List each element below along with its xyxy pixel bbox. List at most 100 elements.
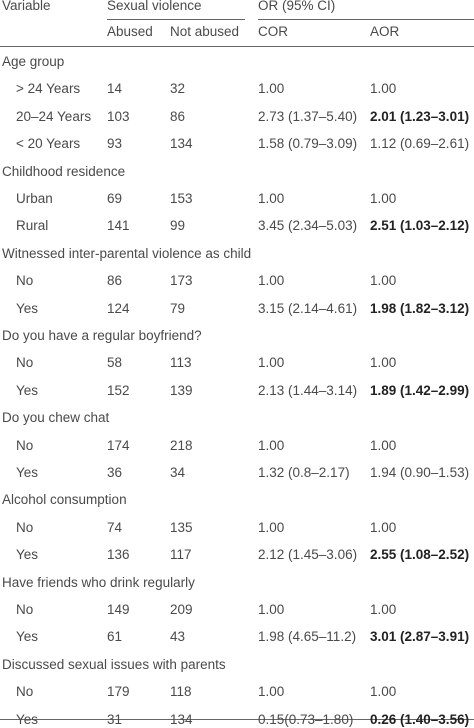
cell: 3.45 (2.34–5.03) bbox=[258, 218, 358, 234]
column-header: AOR bbox=[370, 24, 400, 39]
row-label: Yes bbox=[16, 711, 39, 727]
row-label: No bbox=[16, 355, 34, 371]
cell: 14 bbox=[107, 81, 123, 97]
cell: 79 bbox=[170, 300, 186, 316]
group-label: Childhood residence bbox=[2, 163, 126, 179]
group-label: Have friends who drink regularly bbox=[2, 574, 195, 590]
row-label: Rural bbox=[16, 218, 49, 234]
cell: 1.58 (0.79–3.09) bbox=[258, 136, 358, 152]
row-label: < 20 Years bbox=[16, 136, 81, 152]
cell: 135 bbox=[170, 519, 193, 535]
column-header: COR bbox=[258, 24, 288, 39]
cell: 1.00 bbox=[370, 437, 397, 453]
cell: 1.32 (0.8–2.17) bbox=[258, 465, 350, 480]
cell: 74 bbox=[107, 519, 123, 535]
header-rule bbox=[0, 46, 474, 47]
cell: 1.00 bbox=[370, 81, 397, 97]
row-label: Yes bbox=[16, 465, 39, 480]
header-rule bbox=[258, 19, 474, 20]
cell: 134 bbox=[170, 711, 193, 727]
cell: 1.00 bbox=[370, 191, 397, 206]
row-label: > 24 Years bbox=[16, 81, 81, 97]
row-label: No bbox=[16, 437, 34, 453]
cell: 1.00 bbox=[370, 684, 397, 700]
cell: 209 bbox=[170, 602, 193, 617]
cell: 1.00 bbox=[258, 437, 285, 453]
header-cell: Variable bbox=[2, 0, 51, 13]
row-label: Yes bbox=[16, 547, 39, 563]
cell: 173 bbox=[170, 273, 193, 289]
cell: 61 bbox=[107, 629, 123, 645]
cell: 0.15(0.73–1.80) bbox=[258, 711, 354, 727]
row-label: 20–24 Years bbox=[16, 108, 92, 124]
cell: 0.26 (1.40–3.56) bbox=[370, 711, 470, 727]
cell: 174 bbox=[107, 437, 130, 453]
cell: 152 bbox=[107, 382, 130, 398]
cell: 1.00 bbox=[370, 355, 397, 371]
cell: 218 bbox=[170, 437, 193, 453]
row-label: No bbox=[16, 602, 34, 617]
cell: 3.15 (2.14–4.61) bbox=[258, 300, 358, 316]
cell: 117 bbox=[170, 547, 192, 563]
cell: 1.00 bbox=[258, 81, 285, 97]
cell: 1.94 (0.90–1.53) bbox=[370, 465, 470, 480]
cell: 3.01 (2.87–3.91) bbox=[370, 629, 470, 645]
cell: 86 bbox=[107, 273, 123, 289]
cell: 1.00 bbox=[258, 191, 285, 206]
header-cell: Sexual violence bbox=[107, 0, 202, 13]
cell: 118 bbox=[170, 684, 192, 700]
cell: 1.98 (1.82–3.12) bbox=[370, 300, 470, 316]
cell: 1.12 (0.69–2.61) bbox=[370, 136, 470, 152]
cell: 58 bbox=[107, 355, 123, 371]
bottom-rule bbox=[0, 719, 474, 720]
group-label: Do you chew chat bbox=[2, 410, 110, 426]
cell: 136 bbox=[107, 547, 130, 563]
group-label: Witnessed inter-parental violence as chi… bbox=[2, 245, 252, 261]
cell: 153 bbox=[170, 191, 193, 206]
row-label: Yes bbox=[16, 629, 39, 645]
group-label: Alcohol consumption bbox=[2, 492, 127, 508]
cell: 2.51 (1.03–2.12) bbox=[370, 218, 470, 234]
cell: 86 bbox=[170, 108, 186, 124]
cell: 124 bbox=[107, 300, 130, 316]
column-header: Abused bbox=[107, 24, 153, 39]
cell: 2.13 (1.44–3.14) bbox=[258, 382, 358, 398]
row-label: No bbox=[16, 519, 34, 535]
cell: 1.00 bbox=[258, 273, 285, 289]
column-header: Not abused bbox=[170, 24, 240, 39]
cell: 34 bbox=[170, 465, 186, 480]
cell: 179 bbox=[107, 684, 130, 700]
cell: 2.73 (1.37–5.40) bbox=[258, 108, 358, 124]
group-label: Age group bbox=[2, 54, 65, 69]
row-label: No bbox=[16, 273, 34, 289]
cell: 1.00 bbox=[258, 355, 285, 371]
cell: 1.00 bbox=[370, 273, 397, 289]
cell: 99 bbox=[170, 218, 186, 234]
cell: 1.00 bbox=[370, 602, 397, 617]
cell: 32 bbox=[170, 81, 186, 97]
row-label: Yes bbox=[16, 382, 39, 398]
cell: 93 bbox=[107, 136, 123, 152]
cell: 139 bbox=[170, 382, 193, 398]
group-label: Discussed sexual issues with parents bbox=[2, 656, 226, 672]
header-rule bbox=[107, 19, 245, 20]
cell: 1.89 (1.42–2.99) bbox=[370, 382, 470, 398]
cell: 1.00 bbox=[258, 519, 285, 535]
cell: 2.55 (1.08–2.52) bbox=[370, 547, 470, 563]
cell: 141 bbox=[107, 218, 130, 234]
cell: 1.98 (4.65–11.2) bbox=[258, 629, 357, 645]
cell: 103 bbox=[107, 108, 130, 124]
cell: 1.00 bbox=[370, 519, 397, 535]
cell: 69 bbox=[107, 191, 123, 206]
cell: 2.01 (1.23–3.01) bbox=[370, 108, 470, 124]
cell: 2.12 (1.45–3.06) bbox=[258, 547, 358, 563]
cell: 43 bbox=[170, 629, 186, 645]
cell: 31 bbox=[107, 711, 123, 727]
cell: 36 bbox=[107, 465, 123, 480]
row-label: Urban bbox=[16, 191, 53, 206]
row-label: Yes bbox=[16, 300, 39, 316]
cell: 113 bbox=[170, 355, 192, 371]
row-label: No bbox=[16, 684, 34, 700]
header-cell: OR (95% CI) bbox=[258, 0, 336, 13]
